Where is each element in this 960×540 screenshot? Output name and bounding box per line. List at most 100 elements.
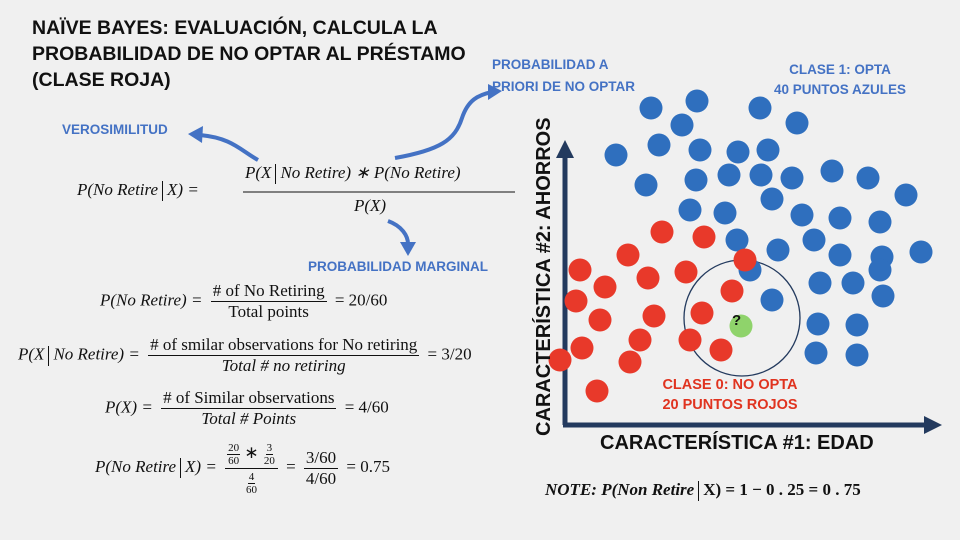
prior-label-line2: PRIORI DE NO OPTAR	[492, 79, 636, 94]
note-rhs: X) = 1 − 0 . 25 = 0 . 75	[703, 480, 861, 499]
red-point	[618, 350, 642, 374]
eq4-f1: 20 60	[227, 441, 241, 467]
query-point	[729, 314, 753, 338]
marginal-arrow	[387, 219, 410, 245]
main-formula-numerator: P(X No Retire) ∗ P(No Retire)	[245, 163, 461, 185]
red-point	[678, 328, 702, 352]
x-axis-label: CARACTERÍSTICA #1: EDAD	[600, 432, 874, 454]
blue-point	[748, 96, 772, 120]
query-mark: ?	[732, 312, 742, 329]
red-point	[733, 248, 757, 272]
blue-point	[726, 140, 750, 164]
red-point	[674, 260, 698, 284]
red-point	[593, 275, 617, 299]
prior-arrowhead	[488, 84, 502, 100]
blue-point	[894, 183, 918, 207]
red-point	[548, 348, 572, 372]
blue-point	[808, 271, 832, 295]
blue-point	[841, 271, 865, 295]
blue-point	[688, 138, 712, 162]
blue-point	[670, 113, 694, 137]
blue-point	[828, 206, 852, 230]
eq4-mid-num: 3/60	[303, 447, 339, 469]
blue-point	[828, 243, 852, 267]
blue-point	[684, 168, 708, 192]
blue-point	[845, 343, 869, 367]
blue-point	[760, 187, 784, 211]
eq4-f1d: 60	[228, 454, 240, 467]
blue-point	[678, 198, 702, 222]
marginal-arrowhead	[400, 242, 416, 256]
red-point	[568, 258, 592, 282]
main-lhs-a: P(No Retire	[77, 180, 159, 199]
eq3-den: Total # Points	[201, 409, 297, 428]
eq4-f1n: 20	[227, 441, 241, 455]
red-point	[628, 328, 652, 352]
x-axis-arrowhead	[924, 416, 942, 434]
eq4-mid-den: 4/60	[305, 468, 337, 488]
blue-point	[713, 201, 737, 225]
red-point	[650, 220, 674, 244]
blue-point	[909, 240, 933, 264]
red-point	[588, 308, 612, 332]
eq4-f3n: 4	[247, 471, 256, 485]
given-bar	[180, 458, 182, 479]
equation-likelihood: P(X No Retire) = # of smilar observations…	[18, 336, 472, 375]
eq4-big-den: 4 60	[243, 469, 260, 496]
red-point	[616, 243, 640, 267]
red-point	[692, 225, 716, 249]
blue-point	[856, 166, 880, 190]
blue-point	[685, 89, 709, 113]
eq2-lhs-a: P(X	[18, 344, 45, 364]
eq4-mid-fraction: 3/60 4/60	[303, 447, 339, 488]
blue-point	[749, 163, 773, 187]
given-bar	[48, 345, 50, 366]
class0-label-line1: CLASE 0: NO OPTA	[662, 377, 798, 393]
eq2-num: # of smilar observations for No retiring	[148, 335, 420, 356]
verosimilitud-arrowhead	[188, 126, 203, 143]
blue-point	[845, 313, 869, 337]
eq4-f2d: 20	[263, 454, 275, 467]
eq4-lhs-a: P(No Retire	[95, 457, 177, 476]
blue-point	[725, 228, 749, 252]
eq4-star: ∗	[244, 443, 259, 462]
eq1-fraction: # of No Retiring Total points	[210, 282, 327, 321]
eq2-den: Total # no retiring	[221, 356, 346, 375]
blue-point	[760, 288, 784, 312]
eq4-lhs-b: X) =	[185, 457, 217, 476]
red-point	[690, 301, 714, 325]
blue-point	[756, 138, 780, 162]
page-title: NAÏVE BAYES: EVALUACIÓN, CALCULA LA PROB…	[32, 17, 466, 91]
blue-point	[647, 133, 671, 157]
blue-point	[790, 203, 814, 227]
main-formula-denominator: P(X)	[354, 196, 387, 215]
red-point	[564, 289, 588, 313]
eq3-lhs: P(X) =	[105, 397, 153, 417]
main-num-b: No Retire) ∗ P(No Retire)	[280, 163, 461, 182]
eq3-num: # of Similar observations	[161, 388, 337, 409]
class1-label-line2: 40 PUNTOS AZULES	[773, 82, 907, 97]
eq1-lhs: P(No Retire) =	[100, 290, 203, 310]
blue-point	[639, 96, 663, 120]
eq4-f3d: 60	[245, 484, 257, 497]
eq4-big-num: 20 60 ∗ 3 20	[225, 440, 278, 469]
main-num-a: P(X	[245, 163, 272, 182]
eq4-f3: 4 60	[245, 471, 258, 496]
blue-point	[804, 341, 828, 365]
blue-point	[634, 173, 658, 197]
red-point	[585, 379, 609, 403]
eq3-fraction: # of Similar observations Total # Points	[161, 388, 337, 428]
eq3-rhs: = 4/60	[344, 397, 389, 417]
given-bar	[275, 164, 277, 185]
given-bar	[698, 481, 700, 502]
prior-label-line1: PROBABILIDAD A	[492, 57, 609, 72]
red-point	[720, 279, 744, 303]
blue-point	[868, 258, 892, 282]
note: NOTE: P(Non Retire X) = 1 − 0 . 25 = 0 . …	[545, 480, 861, 502]
given-bar	[162, 181, 164, 202]
blue-point	[806, 312, 830, 336]
verosimilitud-label: VEROSIMILITUD	[62, 122, 168, 137]
eq2-fraction: # of smilar observations for No retiring…	[148, 335, 420, 375]
red-point	[709, 338, 733, 362]
